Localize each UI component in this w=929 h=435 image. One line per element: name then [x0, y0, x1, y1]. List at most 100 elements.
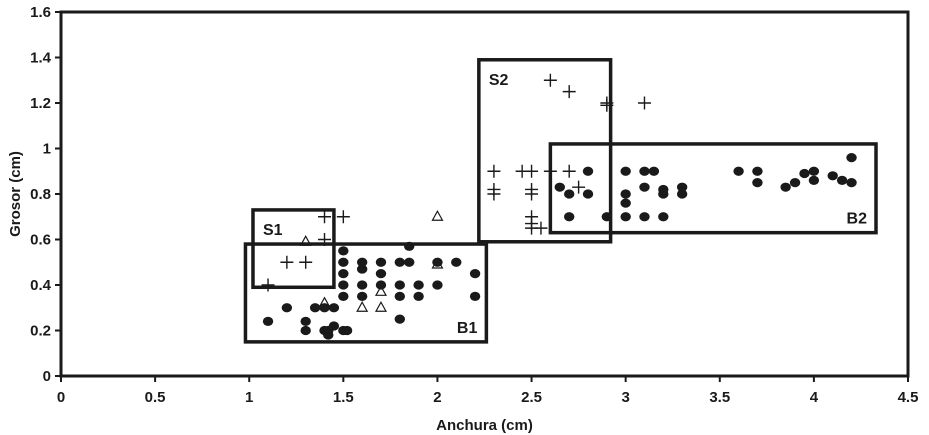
data-point-circle [338, 269, 349, 279]
data-point-circle [846, 153, 857, 163]
data-point-circle [338, 257, 349, 267]
ticks-layer: 0 0.5 1 1.5 2 2.5 3 3.5 4 4.5 0 0.2 0.4 0.6 0.8 1 1.2 1.4… [30, 4, 918, 406]
data-point-circle [601, 212, 613, 222]
data-point-plus [637, 96, 651, 110]
data-point-plus [487, 164, 501, 178]
data-point-circle [639, 182, 650, 192]
data-point-plus [543, 164, 557, 178]
data-point-triangle [356, 301, 369, 312]
data-point-circle [620, 198, 631, 208]
annotation-boxes: S1 S2 B1 B2 [243, 58, 878, 344]
data-point-circle [341, 325, 353, 336]
data-point-circle [394, 257, 405, 267]
data-point-circle [620, 212, 631, 222]
y-tick-label: 1 [43, 141, 51, 158]
data-point-plus [261, 278, 275, 292]
data-point-circle [564, 189, 575, 199]
y-axis-title: Grosor (cm) [7, 151, 24, 237]
data-point-circle [658, 189, 669, 199]
data-point-circle [356, 291, 368, 301]
data-point-plus [525, 187, 539, 201]
data-point-circle [846, 178, 857, 188]
data-point-triangle [318, 296, 331, 308]
data-point-plus [318, 233, 332, 246]
data-point-plus [562, 85, 576, 99]
y-tick-label: 0.6 [30, 232, 51, 249]
data-point-circle [582, 166, 594, 176]
data-point-circle [413, 291, 424, 301]
data-point-plus [487, 187, 501, 201]
data-point-circle [648, 166, 660, 176]
data-point-circle [375, 269, 387, 279]
data-point-circle [639, 166, 650, 176]
x-axis-title: Anchura (cm) [436, 417, 533, 434]
data-point-circle [836, 175, 848, 185]
data-point-circle [789, 178, 801, 188]
data-point-triangle [374, 301, 387, 312]
data-point-circle [827, 171, 838, 181]
data-point-circle [404, 241, 415, 251]
data-point-circle [799, 168, 810, 179]
data-point-triangle [431, 210, 444, 221]
x-tick-label: 3.5 [709, 389, 730, 406]
x-tick-label: 0.5 [145, 389, 166, 406]
data-point-triangle [374, 285, 387, 296]
data-point-circle [338, 246, 349, 256]
data-point-plus [280, 255, 294, 269]
data-points [261, 73, 857, 340]
data-point-plus [318, 210, 332, 224]
data-point-plus [299, 255, 313, 269]
data-point-circle [780, 182, 791, 192]
data-point-circle [319, 303, 330, 313]
data-point-circle [404, 257, 415, 267]
data-point-circle [338, 280, 349, 290]
data-point-circle [564, 212, 575, 222]
y-tick-label: 1.2 [30, 95, 51, 112]
data-point-circle [676, 189, 688, 199]
data-point-circle [432, 280, 443, 290]
y-tick-label: 0.4 [30, 277, 52, 294]
data-point-circle [262, 316, 274, 326]
annotation-label-s1: S1 [263, 222, 283, 239]
data-point-circle [752, 178, 763, 188]
data-point-circle [620, 189, 631, 199]
data-point-circle [413, 280, 424, 290]
data-point-plus [543, 73, 557, 87]
x-tick-label: 1.5 [333, 389, 354, 406]
data-point-circle [808, 175, 820, 185]
data-point-circle [375, 280, 387, 290]
data-point-circle [323, 325, 334, 336]
data-point-circle [451, 257, 462, 267]
data-point-circle [639, 212, 650, 222]
data-point-circle [676, 182, 688, 192]
x-tick-label: 2 [433, 389, 441, 406]
x-tick-label: 2.5 [521, 389, 542, 406]
data-point-circle [582, 189, 594, 199]
y-tick-label: 1.6 [30, 4, 51, 21]
x-tick-label: 4.5 [898, 389, 919, 406]
x-tick-label: 4 [810, 389, 819, 406]
data-point-circle [469, 269, 481, 279]
y-tick-label: 0.2 [30, 323, 51, 340]
data-point-plus [534, 221, 548, 235]
data-point-circle [338, 291, 349, 301]
x-tick-label: 0 [57, 389, 65, 406]
data-point-circle [356, 257, 368, 267]
annotation-label-b1: B1 [457, 320, 478, 337]
annotation-box-b2 [548, 142, 878, 235]
data-point-circle [281, 303, 293, 313]
data-point-circle [469, 291, 481, 301]
annotation-box-b1 [243, 242, 489, 344]
data-point-plus [572, 180, 586, 194]
x-tick-label: 1 [245, 389, 253, 406]
data-point-circle [658, 212, 669, 222]
data-point-circle [620, 166, 631, 176]
x-tick-label: 3 [621, 389, 629, 406]
annotation-label-s2: S2 [489, 72, 509, 89]
data-point-circle [375, 257, 387, 267]
data-point-plus [336, 210, 350, 224]
data-point-circle [554, 182, 565, 192]
plot-frame [59, 10, 910, 378]
